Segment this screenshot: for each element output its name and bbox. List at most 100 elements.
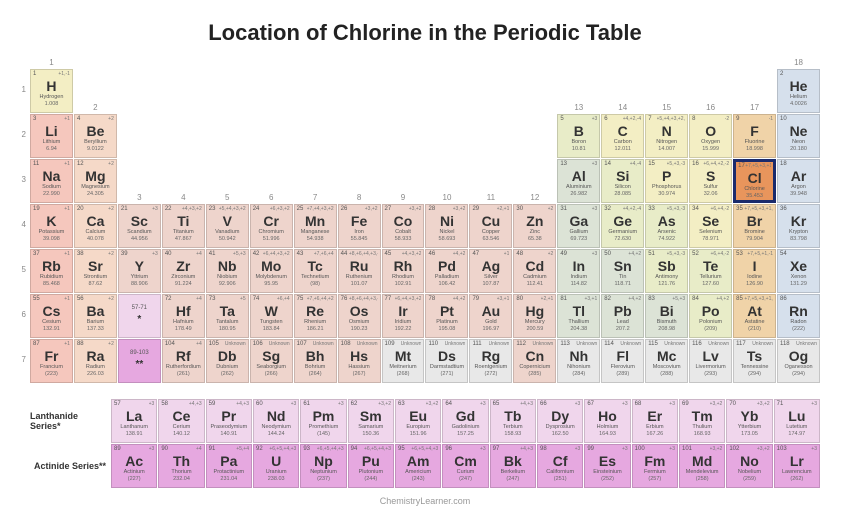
element-oxidation: +2,+1 — [497, 206, 510, 212]
element-name: Holmium — [587, 424, 627, 430]
element-symbol: Ar — [780, 169, 817, 183]
element-symbol: Cd — [516, 259, 553, 273]
element-name: Tellurium — [692, 274, 729, 280]
element-symbol: Pb — [604, 304, 641, 318]
element-*: 57-71* — [118, 294, 161, 338]
element-number: 18 — [780, 161, 817, 167]
element-mass: 190.23 — [341, 326, 378, 332]
element-name: Hassium — [341, 364, 378, 370]
element-Hs: 108UnknownHsHassium(267) — [338, 339, 381, 383]
element-symbol: Ts — [736, 349, 773, 363]
element-Y: 39+3YYttrium88.906 — [118, 249, 161, 293]
element-Db: 105UnknownDbDubnium(262) — [206, 339, 249, 383]
element-symbol: Nd — [256, 409, 296, 423]
element-name: Neodymium — [256, 424, 296, 430]
element-symbol: Mg — [77, 169, 114, 183]
element-symbol: Cs — [33, 304, 70, 318]
element-symbol: Cl — [738, 171, 771, 185]
element-oxidation: +5 — [240, 296, 246, 302]
element-Li: 3+1LiLithium6.94 — [30, 114, 73, 158]
element-mass: (288) — [648, 371, 685, 377]
group-label-2 — [74, 58, 117, 68]
element-symbol: Rf — [165, 349, 202, 363]
element-oxidation: +3 — [811, 401, 817, 407]
element-mass: 150.36 — [351, 431, 391, 437]
element-name: Lanthanum — [114, 424, 154, 430]
element-mass: (266) — [253, 371, 290, 377]
element-Kr: 36KrKrypton83.798 — [777, 204, 820, 248]
element-mass: 144.24 — [256, 431, 296, 437]
element-name: Cadmium — [516, 274, 553, 280]
element-name: Radium — [77, 364, 114, 370]
element-Ho: 67+3HoHolmium164.93 — [584, 399, 630, 443]
element-oxidation: +3 — [592, 206, 598, 212]
element-symbol: Mn — [297, 214, 334, 228]
element-oxidation: +3 — [669, 401, 675, 407]
element-mass: 79.904 — [736, 236, 773, 242]
element-oxidation: Unknown — [708, 341, 729, 347]
element-symbol: Po — [692, 304, 729, 318]
element-Cd: 48+2CdCadmium112.41 — [513, 249, 556, 293]
element-Am: 95+6,+5,+4,+3AmAmericium(243) — [395, 444, 441, 488]
element-symbol: Kr — [780, 214, 817, 228]
element-name: Zirconium — [165, 274, 202, 280]
element-oxidation: +7,+6,+4,+2 — [307, 296, 334, 302]
element-oxidation: +3,+2 — [757, 446, 770, 452]
element-mass: 91.224 — [165, 281, 202, 287]
element-Mc: 115UnknownMcMoscovium(288) — [645, 339, 688, 383]
element-name: Thulium — [682, 424, 722, 430]
period-label-1: 1 — [16, 68, 26, 112]
element-symbol: At — [736, 304, 773, 318]
element-Rn: 86RnRadon(222) — [777, 294, 820, 338]
element-symbol: Hf — [165, 304, 202, 318]
element-symbol: Na — [33, 169, 70, 183]
element-Sg: 106UnknownSgSeaborgium(266) — [250, 339, 293, 383]
element-symbol: Se — [692, 214, 729, 228]
element-symbol: Zn — [516, 214, 553, 228]
element-oxidation: +1,-1 — [58, 71, 70, 77]
element-name: Ytterbium — [729, 424, 769, 430]
element-symbol: Cr — [253, 214, 290, 228]
element-oxidation: +7,+5,+3,+1,-1 — [744, 296, 773, 302]
element-mass: 107.87 — [472, 281, 509, 287]
element-name: Neptunium — [303, 469, 343, 475]
element-Ag: 47+1AgSilver107.87 — [469, 249, 512, 293]
element-name: Selenium — [692, 229, 729, 235]
element-symbol: Sm — [351, 409, 391, 423]
element-Dy: 66+3DyDysprosium162.50 — [537, 399, 583, 443]
element-Fe: 26+3,+2FeIron55.845 — [338, 204, 381, 248]
element-mass: 10.81 — [560, 146, 597, 152]
element-name: Moscovium — [648, 364, 685, 370]
element-name: Copper — [472, 229, 509, 235]
element-symbol: Cf — [540, 454, 580, 468]
group-label-4 — [162, 58, 205, 68]
element-mass: 102.91 — [385, 281, 422, 287]
element-oxidation: +6,+4,+3,+2 — [395, 296, 422, 302]
group-label-8 — [338, 58, 381, 68]
element-mass: 32.06 — [692, 191, 729, 197]
element-name: Aluminium — [560, 184, 597, 190]
element-B: 5+3BBoron10.81 — [557, 114, 600, 158]
element-symbol: Os — [341, 304, 378, 318]
element-Mg: 12+2MgMagnesium24.305 — [74, 159, 117, 203]
element-Bh: 107UnknownBhBohrium(264) — [294, 339, 337, 383]
element-name: Carbon — [604, 139, 641, 145]
element-Be: 4+2BeBeryllium9.0122 — [74, 114, 117, 158]
element-name: Palladium — [428, 274, 465, 280]
element-oxidation: Unknown — [752, 341, 773, 347]
element-mass: 167.26 — [635, 431, 675, 437]
element-name: Rhodium — [385, 274, 422, 280]
element-Mn: 25+7,+4,+3,+2MnManganese54.938 — [294, 204, 337, 248]
element-mass: 186.21 — [297, 326, 334, 332]
element-mass: 24.305 — [77, 191, 114, 197]
element-oxidation: +5,+4 — [236, 446, 249, 452]
element-name: Americium — [398, 469, 438, 475]
element-oxidation: +3 — [592, 116, 598, 122]
group-label-9 — [382, 58, 425, 68]
element-mass: 178.49 — [165, 326, 202, 332]
element-oxidation: +4,+3,+2 — [182, 206, 202, 212]
element-symbol: Pt — [428, 304, 465, 318]
element-oxidation: +4,+3 — [520, 401, 533, 407]
element-Po: 84+4,+2PoPolonium(209) — [689, 294, 732, 338]
element-La: 57+3LaLanthanum138.91 — [111, 399, 157, 443]
